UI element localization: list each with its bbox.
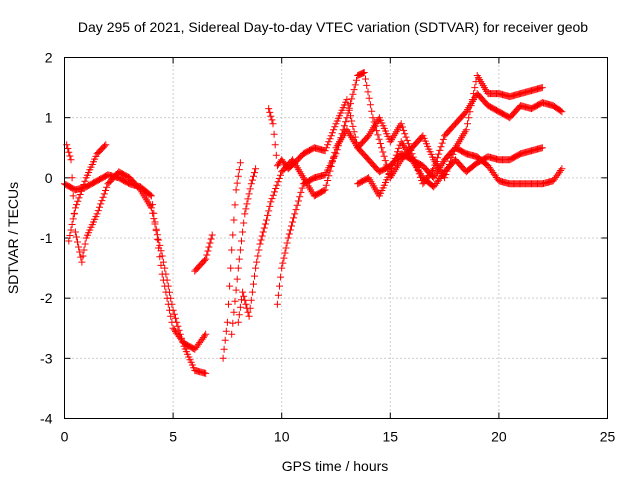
plot-frame — [64, 57, 608, 419]
y-tick-label: -2 — [40, 290, 53, 306]
y-tick-label: 2 — [45, 50, 53, 66]
y-tick-label: -1 — [40, 230, 53, 246]
x-tick-label: 10 — [274, 429, 290, 445]
y-tick-label: -4 — [40, 411, 53, 427]
series-points — [265, 90, 566, 188]
x-tick-label: 0 — [61, 429, 69, 445]
x-tick-label: 25 — [600, 429, 616, 445]
data-points — [61, 69, 566, 377]
chart-title: Day 295 of 2021, Sidereal Day-to-day VTE… — [78, 19, 588, 35]
x-tick-label: 15 — [383, 429, 399, 445]
x-tick-label: 20 — [491, 429, 507, 445]
x-axis-label: GPS time / hours — [282, 458, 389, 474]
series-points — [273, 69, 546, 308]
y-tick-label: 1 — [45, 110, 53, 126]
x-tick-label: 5 — [169, 429, 177, 445]
y-tick-label: -3 — [40, 350, 53, 366]
series-trace-3 — [65, 141, 110, 245]
series-points — [228, 165, 260, 338]
series-trace-10 — [354, 138, 546, 200]
grid — [64, 57, 608, 419]
y-axis-label: SDTVAR / TECUs — [5, 182, 21, 294]
series-trace-8 — [265, 90, 566, 188]
series-points — [219, 159, 244, 362]
y-tick-label: 0 — [45, 170, 53, 186]
series-trace-5 — [219, 159, 244, 362]
series-points — [354, 138, 546, 200]
series-points — [63, 141, 210, 377]
series-points — [65, 141, 110, 245]
series-trace-2 — [63, 141, 210, 377]
series-points — [191, 231, 216, 275]
series-trace-4 — [191, 231, 216, 275]
series-trace-9 — [273, 69, 546, 308]
series-trace-6 — [228, 165, 260, 338]
